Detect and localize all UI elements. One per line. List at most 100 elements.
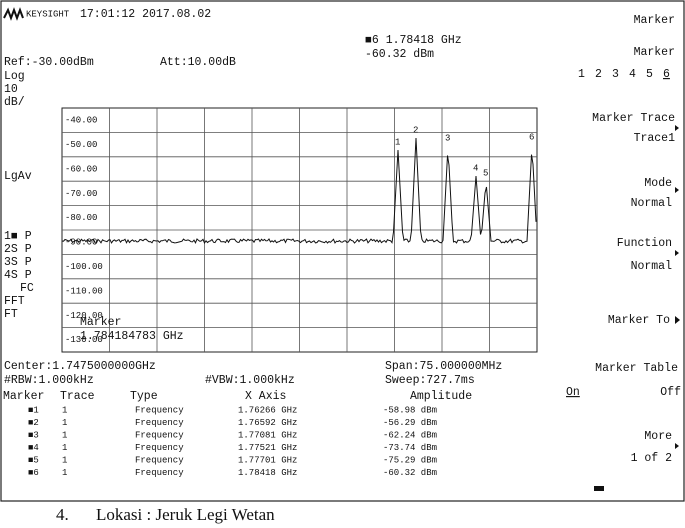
softkey-title: Marker	[634, 14, 675, 27]
grid-label: -50.00	[65, 140, 97, 150]
trace-marker: 2	[413, 125, 418, 135]
table-cell: ■6	[28, 468, 39, 478]
marker-popup-value: 1.784184783 GHz	[80, 330, 184, 343]
center-freq: Center:1.7475000000GHz	[4, 360, 156, 373]
ref-level: Ref:-30.00dBm	[4, 56, 94, 69]
softkey-label[interactable]: Marker Table	[595, 362, 678, 375]
table-cell: -73.74 dBm	[383, 443, 437, 453]
sweep: Sweep:727.7ms	[385, 374, 475, 387]
marker-number[interactable]: 4	[629, 68, 636, 81]
table-cell: Frequency	[135, 418, 184, 428]
scale-label: Log	[4, 70, 25, 83]
table-cell: -62.24 dBm	[383, 430, 437, 440]
trace-marker: 1	[395, 137, 400, 147]
table-cell: Frequency	[135, 430, 184, 440]
table-cell: -60.32 dBm	[383, 468, 437, 478]
table-cell: 1	[62, 418, 67, 428]
marker-number[interactable]: 6	[663, 68, 670, 81]
caption-number: 4.	[56, 505, 69, 524]
table-cell: 1	[62, 455, 67, 465]
softkey-label[interactable]: Mode	[644, 177, 672, 190]
trace-marker: 6	[529, 132, 534, 142]
table-cell: 1.78418 GHz	[238, 468, 297, 478]
column-header: Marker	[3, 390, 44, 403]
trace-marker: 5	[483, 168, 488, 178]
attenuation: Att:10.00dB	[160, 56, 236, 69]
softkey-value[interactable]: Normal	[631, 197, 673, 210]
softkey-value[interactable]: Trace1	[634, 132, 676, 145]
table-cell: Frequency	[135, 443, 184, 453]
ft-label: FT	[4, 308, 18, 321]
table-cell: -56.29 dBm	[383, 418, 437, 428]
table-cell: ■1	[28, 405, 39, 415]
logo	[3, 7, 24, 21]
trace-marker: 4	[473, 163, 478, 173]
table-cell: ■3	[28, 430, 39, 440]
fft-label: FFT	[4, 295, 25, 308]
marker-table: Marker Trace Type X Axis Amplitude ■1 1 Frequen…	[3, 390, 472, 478]
table-cell: 1	[62, 443, 67, 453]
vbw: #VBW:1.000kHz	[205, 374, 295, 387]
grid-label: -40.00	[65, 116, 97, 126]
table-cell: ■4	[28, 443, 39, 453]
grid-label: -120.00	[65, 311, 103, 321]
marker-number[interactable]: 1	[578, 68, 585, 81]
active-marker-amp: -60.32 dBm	[365, 48, 434, 61]
grid-label: -70.00	[65, 189, 97, 199]
table-cell: 1.77701 GHz	[238, 455, 297, 465]
active-marker-freq: ■6 1.78418 GHz	[365, 34, 462, 47]
scale-label: dB/	[4, 96, 25, 109]
frame	[0, 0, 685, 502]
marker-number[interactable]: 3	[612, 68, 619, 81]
table-cell: 1.76266 GHz	[238, 405, 297, 415]
softkey-label[interactable]: More	[644, 430, 672, 443]
table-cell: ■5	[28, 455, 39, 465]
grid-label: -130.00	[65, 335, 103, 345]
grid-label: -60.00	[65, 164, 97, 174]
icon	[594, 486, 604, 491]
grid-label: -80.00	[65, 213, 97, 223]
marker-number[interactable]: 5	[646, 68, 653, 81]
grid-label: -100.00	[65, 262, 103, 272]
table-cell: Frequency	[135, 405, 184, 415]
datetime: 17:01:12 2017.08.02	[80, 8, 211, 21]
table-cell: Frequency	[135, 468, 184, 478]
table-cell: -75.29 dBm	[383, 455, 437, 465]
fc-label: FC	[20, 282, 34, 295]
trace-status: 2S P	[4, 243, 32, 256]
softkey-value[interactable]: Normal	[631, 260, 673, 273]
table-cell: 1	[62, 430, 67, 440]
trace-status: 4S P	[4, 269, 32, 282]
grid-label: -110.00	[65, 286, 103, 296]
trace	[61, 137, 537, 245]
column-header: Trace	[60, 390, 95, 403]
table-cell: -58.98 dBm	[383, 405, 437, 415]
grid-label: -90.00	[65, 238, 97, 248]
detector: LgAv	[4, 170, 32, 183]
table-cell: 1.76592 GHz	[238, 418, 297, 428]
softkey-option[interactable]: Off	[660, 386, 681, 399]
softkey-label[interactable]: Marker	[634, 46, 675, 59]
softkey-label[interactable]: Marker Trace	[592, 112, 675, 125]
marker-number[interactable]: 2	[595, 68, 602, 81]
trace-status: 3S P	[4, 256, 32, 269]
column-header: Type	[130, 390, 158, 403]
marker-popup-title: Marker	[80, 316, 121, 329]
arrow	[675, 125, 679, 449]
softkey-option[interactable]: On	[566, 386, 580, 399]
table-cell: 1.77521 GHz	[238, 443, 297, 453]
table-cell: 1.77081 GHz	[238, 430, 297, 440]
rbw: #RBW:1.000kHz	[4, 374, 94, 387]
scale-label: 10	[4, 83, 18, 96]
column-header: X Axis	[245, 390, 286, 403]
softkey-value[interactable]: 1 of 2	[631, 452, 673, 465]
softkey-label[interactable]: Marker To	[608, 314, 670, 327]
table-cell: 1	[62, 405, 67, 415]
brand: KEYSIGHT	[26, 9, 70, 19]
softkey-label[interactable]: Function	[617, 237, 672, 250]
table-cell: ■2	[28, 418, 39, 428]
table-cell: 1	[62, 468, 67, 478]
trace-status: 1■ P	[4, 230, 32, 243]
